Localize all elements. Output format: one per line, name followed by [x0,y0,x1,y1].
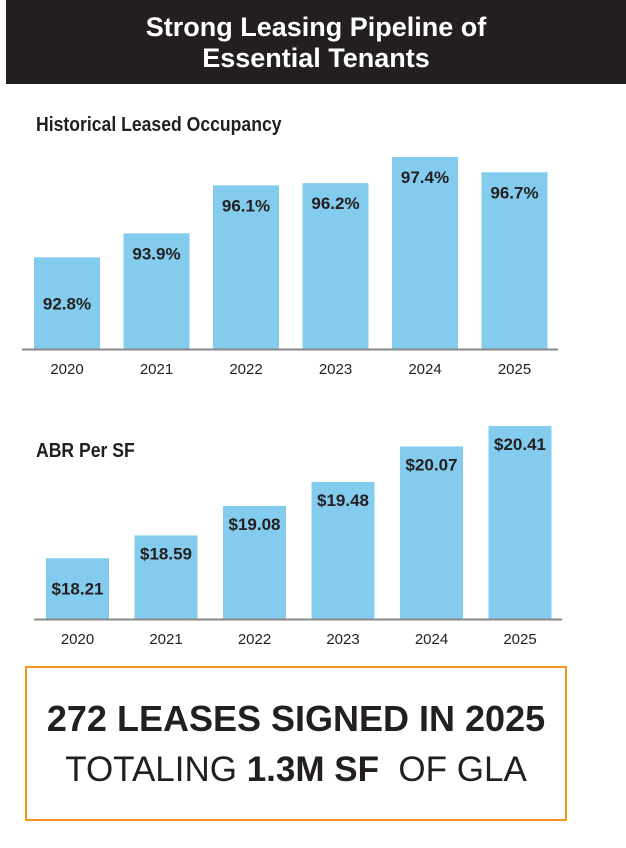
occupancy-bar-2022 [213,185,279,349]
callout-subline-bold: 1.3M SF [246,750,379,789]
abr-tick-label: 2022 [238,631,271,648]
abr-bar-2023 [311,481,375,619]
occupancy-tick-label: 2022 [229,361,262,378]
abr-tick-label: 2021 [149,631,182,648]
header-banner: Strong Leasing Pipeline of Essential Ten… [6,0,626,84]
occupancy-tick-label: 2021 [140,361,173,378]
header-title-line1: Strong Leasing Pipeline of [145,12,487,42]
header-title-line2: Essential Tenants [202,43,430,73]
abr-tick-label: 2020 [61,631,94,648]
abr-bar-2025 [488,426,552,619]
occupancy-tick-label: 2025 [498,361,531,378]
callout-subline: TOTALING 1.3M SF OF GLA [27,750,565,790]
leases-callout: 272 LEASES SIGNED IN 2025 TOTALING 1.3M … [25,666,567,821]
occupancy-bar-2023 [302,183,369,349]
occupancy-data-label: 92.8% [43,294,91,313]
occupancy-bar-2025 [481,172,548,349]
abr-bar-2020 [46,558,109,619]
abr-tick-label: 2023 [326,631,359,648]
abr-data-label: $18.21 [52,579,104,598]
occupancy-tick-label: 2024 [408,361,441,378]
occupancy-tick-label: 2023 [319,361,352,378]
callout-subline-prefix: TOTALING [65,750,247,789]
abr-data-label: $19.08 [229,515,281,534]
occupancy-chart-title: Historical Leased Occupancy [36,114,282,136]
abr-bar-2022 [223,505,286,619]
abr-data-label: $20.41 [494,435,546,454]
occupancy-tick-label: 2020 [50,361,83,378]
occupancy-data-label: 97.4% [401,168,449,187]
abr-data-label: $20.07 [406,455,458,474]
occupancy-bar-2024 [392,157,458,349]
occupancy-data-label: 96.7% [490,183,538,202]
occupancy-data-label: 93.9% [132,244,180,263]
occupancy-data-label: 96.2% [311,194,359,213]
abr-bar-2024 [400,446,463,619]
occupancy-bar-2020 [34,257,100,349]
abr-chart: $18.21 2020 $18.59 2021 $19.08 2022 $19.48 2023… [34,426,562,648]
callout-subline-suffix: OF GLA [378,750,527,789]
occupancy-data-label: 96.1% [222,196,270,215]
abr-data-label: $18.59 [140,544,192,563]
occupancy-bar-2021 [123,233,190,349]
abr-tick-label: 2024 [415,631,448,648]
abr-bar-2021 [134,535,198,619]
abr-chart-title: ABR Per SF [36,440,135,462]
occupancy-chart: 92.8% 2020 93.9% 2021 96.1% 2022 96.2% 2023 97.4… [22,157,558,378]
abr-data-label: $19.48 [317,491,369,510]
abr-tick-label: 2025 [503,631,536,648]
callout-headline: 272 LEASES SIGNED IN 2025 [46,698,546,739]
